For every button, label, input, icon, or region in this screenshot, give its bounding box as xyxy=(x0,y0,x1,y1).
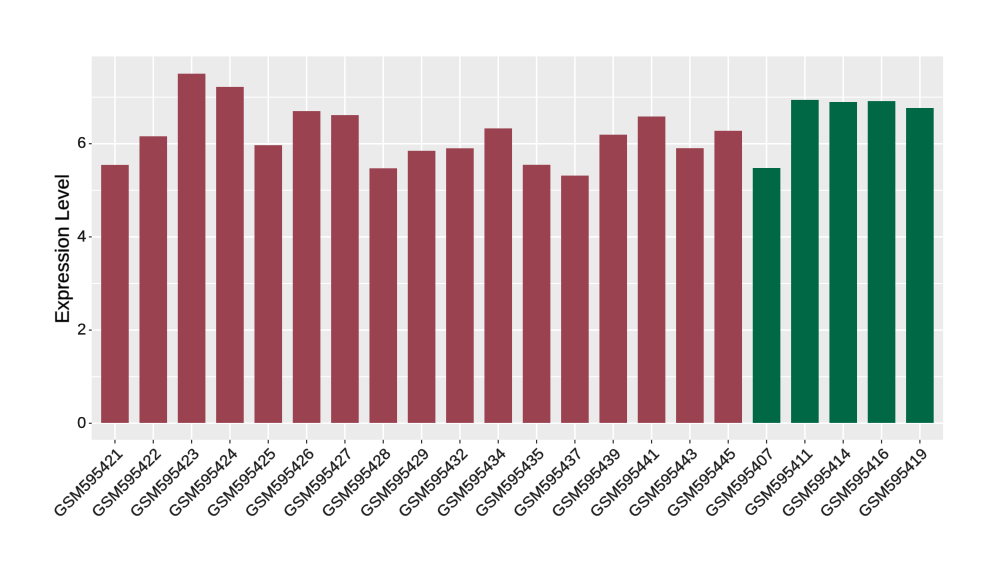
svg-text:0: 0 xyxy=(77,415,86,432)
svg-text:6: 6 xyxy=(77,135,86,152)
svg-text:Expression Level: Expression Level xyxy=(52,174,74,323)
svg-text:2: 2 xyxy=(77,322,86,339)
svg-text:4: 4 xyxy=(77,228,86,245)
